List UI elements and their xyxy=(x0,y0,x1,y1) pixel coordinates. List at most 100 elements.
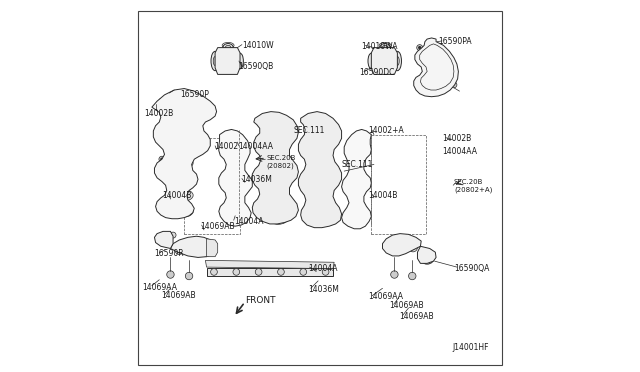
Text: 14004AA: 14004AA xyxy=(238,142,273,151)
Circle shape xyxy=(159,203,165,209)
Circle shape xyxy=(175,246,184,254)
Circle shape xyxy=(417,45,422,51)
Text: 14069AB: 14069AB xyxy=(161,291,195,300)
Ellipse shape xyxy=(230,212,241,221)
Circle shape xyxy=(278,269,284,275)
Ellipse shape xyxy=(351,167,362,175)
Circle shape xyxy=(408,243,417,252)
Circle shape xyxy=(436,65,440,69)
Circle shape xyxy=(161,100,163,102)
Circle shape xyxy=(161,205,163,208)
Text: (20802+A): (20802+A) xyxy=(454,186,492,193)
Circle shape xyxy=(424,253,431,260)
Ellipse shape xyxy=(230,151,241,160)
Ellipse shape xyxy=(230,135,241,144)
Text: 16590R: 16590R xyxy=(154,249,183,258)
Ellipse shape xyxy=(394,51,401,71)
Ellipse shape xyxy=(213,57,217,65)
Ellipse shape xyxy=(351,135,362,144)
Text: 14069AA: 14069AA xyxy=(142,283,177,292)
Ellipse shape xyxy=(230,183,241,191)
Polygon shape xyxy=(152,89,216,219)
Ellipse shape xyxy=(396,57,399,65)
Circle shape xyxy=(419,87,421,90)
Ellipse shape xyxy=(175,206,193,217)
Polygon shape xyxy=(417,246,436,263)
Ellipse shape xyxy=(351,212,362,221)
Ellipse shape xyxy=(230,199,241,207)
Circle shape xyxy=(451,82,457,88)
Text: 14069AB: 14069AB xyxy=(200,222,235,231)
Text: 16590DC: 16590DC xyxy=(360,68,395,77)
Ellipse shape xyxy=(312,150,330,161)
Text: 14004A: 14004A xyxy=(234,217,264,226)
Text: (20802): (20802) xyxy=(266,162,294,169)
Ellipse shape xyxy=(351,199,362,207)
Circle shape xyxy=(300,269,307,275)
Bar xyxy=(184,138,240,234)
Circle shape xyxy=(322,269,329,275)
Polygon shape xyxy=(252,112,298,224)
Circle shape xyxy=(417,86,422,92)
Ellipse shape xyxy=(368,53,374,69)
Text: 16590P: 16590P xyxy=(180,90,209,99)
Ellipse shape xyxy=(312,182,330,193)
Circle shape xyxy=(390,271,398,278)
Circle shape xyxy=(433,61,444,73)
Ellipse shape xyxy=(269,151,287,163)
Text: 14069AB: 14069AB xyxy=(389,301,424,310)
Ellipse shape xyxy=(225,45,231,50)
Ellipse shape xyxy=(380,44,390,52)
Circle shape xyxy=(159,156,165,162)
Circle shape xyxy=(411,246,415,249)
Ellipse shape xyxy=(223,44,234,52)
Circle shape xyxy=(408,272,416,280)
Text: 16590QB: 16590QB xyxy=(238,62,273,71)
Circle shape xyxy=(157,235,164,243)
Ellipse shape xyxy=(237,53,243,69)
Text: J14001HF: J14001HF xyxy=(452,343,488,352)
Ellipse shape xyxy=(269,183,287,195)
Circle shape xyxy=(167,271,174,278)
Ellipse shape xyxy=(312,134,330,145)
Ellipse shape xyxy=(269,167,287,179)
Text: 14002B: 14002B xyxy=(442,134,471,143)
Bar xyxy=(207,268,333,276)
Circle shape xyxy=(426,251,433,259)
Text: 14036M: 14036M xyxy=(308,285,339,294)
Circle shape xyxy=(210,246,216,251)
Text: SEC.20B: SEC.20B xyxy=(266,155,296,161)
Circle shape xyxy=(159,237,163,240)
Ellipse shape xyxy=(312,198,330,209)
Text: 14069AB: 14069AB xyxy=(399,312,433,321)
Circle shape xyxy=(383,243,390,250)
Ellipse shape xyxy=(269,135,287,146)
Ellipse shape xyxy=(175,125,193,137)
Ellipse shape xyxy=(269,119,287,130)
Text: 14010W: 14010W xyxy=(242,41,273,50)
Circle shape xyxy=(203,249,211,257)
Circle shape xyxy=(255,269,262,275)
Circle shape xyxy=(161,158,163,160)
Text: 14069AA: 14069AA xyxy=(369,292,403,301)
Text: 14004AA: 14004AA xyxy=(442,147,477,156)
Ellipse shape xyxy=(211,51,219,71)
Ellipse shape xyxy=(269,213,287,224)
Ellipse shape xyxy=(175,157,193,169)
Ellipse shape xyxy=(230,167,241,175)
Ellipse shape xyxy=(351,151,362,160)
Polygon shape xyxy=(413,38,458,97)
Polygon shape xyxy=(205,260,334,269)
Polygon shape xyxy=(383,234,421,256)
Circle shape xyxy=(186,272,193,280)
Ellipse shape xyxy=(312,212,330,223)
Text: SEC.111: SEC.111 xyxy=(342,160,373,169)
Circle shape xyxy=(177,248,181,252)
Bar xyxy=(371,135,426,234)
Circle shape xyxy=(428,57,449,77)
Ellipse shape xyxy=(175,174,193,185)
Polygon shape xyxy=(342,129,371,229)
Text: 14002+A: 14002+A xyxy=(369,126,404,135)
Text: 16590PA: 16590PA xyxy=(438,37,472,46)
Text: 14010WA: 14010WA xyxy=(362,42,398,51)
